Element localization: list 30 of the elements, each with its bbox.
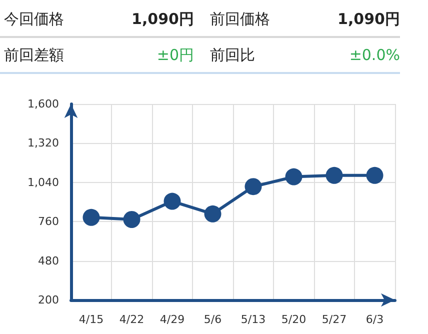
point	[82, 208, 100, 226]
point	[366, 166, 384, 184]
point	[326, 166, 343, 184]
point	[285, 168, 302, 186]
y-tick-label: 1,600	[28, 98, 59, 110]
y-tick-label: 1,040	[28, 176, 59, 189]
text: ±0円	[156, 46, 194, 64]
x-tick-label: 5/13	[240, 313, 266, 326]
y-tick-label: 480	[38, 254, 59, 268]
point	[123, 211, 140, 228]
text: 前回差額	[3, 46, 65, 64]
text: 今回価格	[3, 10, 65, 28]
y-tick-label: 760	[38, 215, 59, 228]
y-tick-label: 1,320	[28, 136, 59, 150]
x-tick-label: 4/15	[78, 313, 104, 326]
text: ±0.0%	[348, 46, 400, 64]
x-tick-label: 5/20	[281, 313, 306, 326]
text: 前回価格	[209, 10, 271, 28]
x-tick-label: 6/3	[366, 313, 384, 326]
x-tick-label: 4/29	[160, 313, 185, 326]
y-tick-label: 200	[38, 294, 59, 306]
point	[244, 178, 262, 196]
x-tick-label: 4/22	[119, 313, 144, 326]
text: 前回比	[209, 46, 256, 64]
x-tick-label: 5/6	[204, 313, 222, 326]
point	[204, 205, 222, 222]
text: 1,090円	[130, 10, 194, 28]
text: 1,090円	[336, 10, 400, 28]
x-tick-label: 5/27	[322, 313, 347, 326]
point	[164, 192, 181, 210]
